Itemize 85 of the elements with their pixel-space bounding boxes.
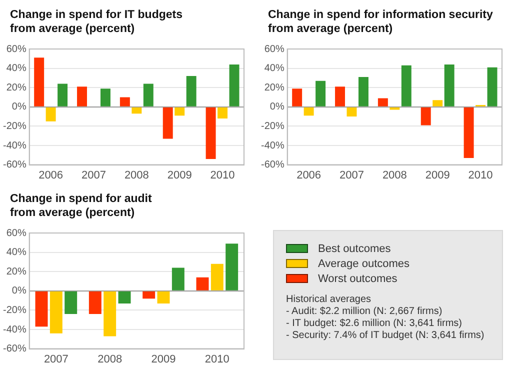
text: - Audit: $2.2 million (N: 2,667 firms) xyxy=(286,306,444,318)
x-tick-label: 2007 xyxy=(44,353,68,366)
bar xyxy=(50,291,62,334)
bar xyxy=(186,76,196,106)
bar xyxy=(229,64,240,106)
bar xyxy=(58,84,68,106)
bar xyxy=(104,291,116,336)
bar xyxy=(100,88,110,106)
bar xyxy=(378,98,388,106)
bar xyxy=(143,84,154,106)
legend-label: Average outcomes xyxy=(318,258,410,270)
y-tick-label: 20% xyxy=(264,82,284,94)
x-tick-label: 2010 xyxy=(210,169,235,182)
y-tick-label: -60% xyxy=(260,160,284,171)
bar xyxy=(444,64,454,106)
y-tick-label: 0% xyxy=(270,102,284,113)
bar xyxy=(157,291,170,304)
bar xyxy=(401,65,412,106)
x-tick-label: 2010 xyxy=(204,353,230,366)
y-tick-label: 20% xyxy=(6,82,26,94)
x-tick-label: 2008 xyxy=(98,353,122,366)
bar xyxy=(226,244,238,290)
bar xyxy=(162,107,173,139)
bar xyxy=(420,107,431,126)
bar xyxy=(172,268,184,290)
x-tick-label: 2009 xyxy=(167,169,192,182)
y-tick-label: -40% xyxy=(2,324,26,336)
bar xyxy=(35,291,48,327)
bar xyxy=(46,107,56,122)
x-tick-label: 2008 xyxy=(124,169,149,182)
x-tick-label: 2006 xyxy=(38,169,64,182)
legend-label: Best outcomes xyxy=(318,242,391,254)
x-tick-label: 2010 xyxy=(468,169,493,182)
text: - IT budget: $2.6 million (N: 3,641 firms) xyxy=(286,318,463,330)
bar xyxy=(304,107,314,116)
x-tick-label: 2007 xyxy=(340,169,364,182)
chart-title: Change in spend for IT budgets from average (percent) xyxy=(10,8,184,36)
bar xyxy=(316,80,326,106)
bar xyxy=(358,76,368,106)
y-tick-label: 60% xyxy=(6,44,26,55)
y-tick-label: -20% xyxy=(260,120,284,132)
bar xyxy=(218,107,228,118)
bar xyxy=(64,291,78,314)
x-tick-label: 2007 xyxy=(82,169,106,182)
y-tick-label: 40% xyxy=(264,63,284,74)
y-tick-label: 0% xyxy=(12,102,26,113)
y-tick-label: -20% xyxy=(2,120,26,132)
y-tick-label: -20% xyxy=(2,304,26,316)
text: Historical averages xyxy=(286,294,372,306)
bar xyxy=(132,107,142,114)
legend-label: Worst outcomes xyxy=(318,272,398,284)
y-tick-label: -40% xyxy=(260,140,284,152)
y-tick-label: -60% xyxy=(2,160,26,171)
bar xyxy=(432,100,443,106)
y-tick-label: 20% xyxy=(6,266,26,278)
bar xyxy=(346,107,357,117)
y-tick-label: 60% xyxy=(264,44,284,55)
bar xyxy=(335,86,345,106)
bar xyxy=(487,67,498,106)
x-tick-label: 2008 xyxy=(382,169,407,182)
y-tick-label: -60% xyxy=(2,344,26,355)
bar xyxy=(120,97,130,106)
x-tick-label: 2006 xyxy=(296,169,322,182)
chart-title: Change in spend for information security from average (percent) xyxy=(268,8,494,36)
x-tick-label: 2009 xyxy=(425,169,450,182)
y-tick-label: -40% xyxy=(2,140,26,152)
y-tick-label: 0% xyxy=(12,286,26,297)
bar xyxy=(88,291,102,314)
bar xyxy=(174,107,185,116)
bar xyxy=(118,291,131,304)
x-tick-label: 2009 xyxy=(151,353,176,366)
bar xyxy=(77,86,87,106)
bar xyxy=(390,107,400,110)
bar xyxy=(210,264,224,290)
y-tick-label: 60% xyxy=(6,228,26,239)
chart-title: Change in spend for audit from average (percent) xyxy=(10,192,153,220)
bar xyxy=(196,277,209,290)
text: - Security: 7.4% of IT budget (N: 3,641 firms) xyxy=(286,330,486,342)
y-tick-label: 40% xyxy=(6,247,26,258)
bar xyxy=(142,291,156,299)
bar xyxy=(292,88,302,106)
bar xyxy=(34,58,44,106)
y-tick-label: 40% xyxy=(6,63,26,74)
bar xyxy=(464,107,474,158)
bar xyxy=(206,107,216,160)
